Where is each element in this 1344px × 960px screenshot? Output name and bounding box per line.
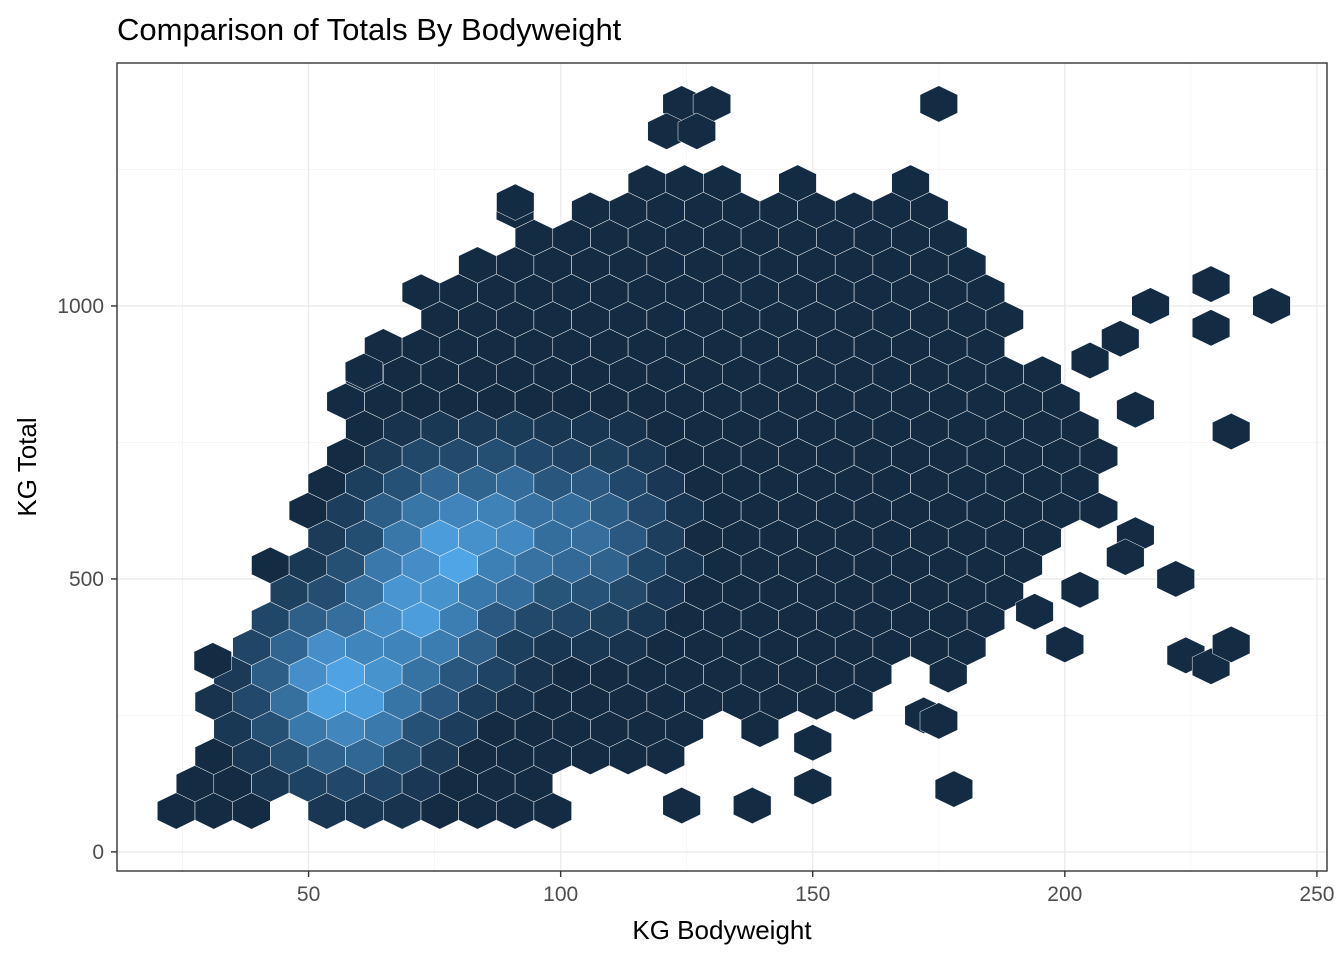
chart-title: Comparison of Totals By Bodyweight [117, 12, 622, 47]
hex-bin [793, 767, 832, 805]
hex-bin [919, 702, 958, 740]
hex-bin [1101, 320, 1140, 358]
hex-bin [193, 642, 232, 680]
hex-bin [1060, 571, 1100, 609]
hex-bin [733, 787, 772, 824]
hex-bin [1106, 538, 1145, 576]
hex-bin [1191, 309, 1231, 347]
hex-bin [662, 787, 701, 824]
hex-bin [1045, 625, 1084, 663]
x-tick-label: 200 [1047, 883, 1082, 906]
hex-bin [1015, 593, 1054, 631]
hex-bin [1156, 560, 1195, 598]
x-tick-label: 250 [1299, 883, 1334, 906]
hex-bins [157, 85, 1291, 830]
hex-bin [1131, 287, 1170, 325]
hex-bin [793, 724, 832, 762]
hex-bin [1023, 355, 1062, 393]
hex-bin [891, 164, 930, 202]
hex-bin [1212, 625, 1251, 663]
hex-bin [1191, 265, 1231, 303]
hex-bin [919, 85, 958, 123]
hex-bin [1212, 413, 1251, 450]
axes: 50 100 150 200 250 0 500 1000 [57, 295, 1334, 906]
x-tick-label: 50 [297, 883, 320, 906]
hex-bin [703, 164, 742, 202]
panel-border [116, 62, 1328, 872]
hex-bin [1116, 391, 1155, 429]
hex-bin [778, 164, 817, 202]
y-tick-label: 1000 [57, 295, 104, 318]
hex-bin [934, 770, 973, 808]
x-axis-title: KG Bodyweight [632, 915, 812, 945]
x-tick-label: 100 [543, 883, 578, 906]
hex-bin [344, 353, 384, 390]
y-tick-label: 500 [69, 568, 104, 591]
hex-bin [496, 183, 535, 221]
x-tick-label: 150 [795, 883, 830, 906]
hex-bin [677, 112, 716, 150]
y-axis-title: KG Total [12, 417, 42, 516]
hex-bin [1252, 287, 1291, 325]
y-tick-label: 0 [92, 841, 104, 864]
